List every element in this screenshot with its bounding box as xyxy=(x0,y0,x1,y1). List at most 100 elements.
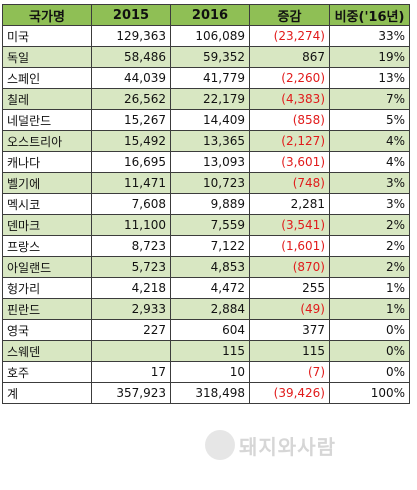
cell-2015: 17 xyxy=(91,361,171,383)
table-row: 덴마크 11,100 7,559 (3,541) 2% xyxy=(2,214,410,236)
cell-2015: 26,562 xyxy=(91,88,171,110)
cell-change: (2,260) xyxy=(249,67,330,89)
table-row: 핀란드 2,933 2,884 (49) 1% xyxy=(2,298,410,320)
cell-2015: 11,471 xyxy=(91,172,171,194)
cell-share: 19% xyxy=(329,46,410,68)
cell-2015: 15,267 xyxy=(91,109,171,131)
cell-2015: 357,923 xyxy=(91,382,171,404)
cell-country: 미국 xyxy=(2,25,92,47)
cell-2015: 5,723 xyxy=(91,256,171,278)
cell-share: 33% xyxy=(329,25,410,47)
table-row: 호주 17 10 (7) 0% xyxy=(2,361,410,383)
cell-2015 xyxy=(91,340,171,362)
cell-2015: 227 xyxy=(91,319,171,341)
cell-share: 3% xyxy=(329,193,410,215)
cell-change: (49) xyxy=(249,298,330,320)
cell-share: 4% xyxy=(329,151,410,173)
table-row: 캐나다 16,695 13,093 (3,601) 4% xyxy=(2,151,410,173)
cell-change: (23,274) xyxy=(249,25,330,47)
cell-change: 377 xyxy=(249,319,330,341)
cell-share: 100% xyxy=(329,382,410,404)
cell-country: 아일랜드 xyxy=(2,256,92,278)
cell-country: 덴마크 xyxy=(2,214,92,236)
cell-country: 헝가리 xyxy=(2,277,92,299)
cell-2016: 318,498 xyxy=(170,382,250,404)
cell-country: 칠레 xyxy=(2,88,92,110)
cell-country: 캐나다 xyxy=(2,151,92,173)
cell-country: 스페인 xyxy=(2,67,92,89)
cell-country: 호주 xyxy=(2,361,92,383)
cell-change: (2,127) xyxy=(249,130,330,152)
cell-2016: 106,089 xyxy=(170,25,250,47)
cell-share: 0% xyxy=(329,340,410,362)
cell-2016: 14,409 xyxy=(170,109,250,131)
cell-2015: 11,100 xyxy=(91,214,171,236)
cell-country: 영국 xyxy=(2,319,92,341)
cell-share: 13% xyxy=(329,67,410,89)
cell-change: 867 xyxy=(249,46,330,68)
cell-share: 1% xyxy=(329,298,410,320)
cell-change: (870) xyxy=(249,256,330,278)
table-row: 헝가리 4,218 4,472 255 1% xyxy=(2,277,410,299)
cell-change: (7) xyxy=(249,361,330,383)
cell-share: 0% xyxy=(329,361,410,383)
cell-2015: 44,039 xyxy=(91,67,171,89)
table-row: 독일 58,486 59,352 867 19% xyxy=(2,46,410,68)
cell-change: (4,383) xyxy=(249,88,330,110)
cell-2016: 7,559 xyxy=(170,214,250,236)
cell-share: 2% xyxy=(329,235,410,257)
cell-change: (1,601) xyxy=(249,235,330,257)
cell-2016: 9,889 xyxy=(170,193,250,215)
table-row: 아일랜드 5,723 4,853 (870) 2% xyxy=(2,256,410,278)
cell-change: (858) xyxy=(249,109,330,131)
cell-2016: 13,365 xyxy=(170,130,250,152)
cell-share: 4% xyxy=(329,130,410,152)
cell-2015: 58,486 xyxy=(91,46,171,68)
table-row: 스페인 44,039 41,779 (2,260) 13% xyxy=(2,67,410,89)
header-2016: 2016 xyxy=(170,4,250,26)
cell-2016: 10 xyxy=(170,361,250,383)
cell-share: 5% xyxy=(329,109,410,131)
cell-2016: 41,779 xyxy=(170,67,250,89)
table-row: 영국 227 604 377 0% xyxy=(2,319,410,341)
table-body: 미국 129,363 106,089 (23,274) 33% 독일 58,486 59,35… xyxy=(2,25,410,404)
watermark-text: 돼지와사람 xyxy=(239,434,336,459)
watermark-logo-icon xyxy=(205,430,235,460)
cell-2015: 129,363 xyxy=(91,25,171,47)
cell-2016: 7,122 xyxy=(170,235,250,257)
cell-2016: 2,884 xyxy=(170,298,250,320)
cell-2015: 16,695 xyxy=(91,151,171,173)
header-share: 비중('16년) xyxy=(329,4,410,26)
pork-import-table: 국가명 2015 2016 증감 비중('16년) 미국 129,363 106,0… xyxy=(2,4,410,404)
table-row: 네덜란드 15,267 14,409 (858) 5% xyxy=(2,109,410,131)
table-row: 오스트리아 15,492 13,365 (2,127) 4% xyxy=(2,130,410,152)
cell-share: 3% xyxy=(329,172,410,194)
cell-country: 프랑스 xyxy=(2,235,92,257)
table-row: 벨기에 11,471 10,723 (748) 3% xyxy=(2,172,410,194)
cell-change: (3,541) xyxy=(249,214,330,236)
cell-2015: 4,218 xyxy=(91,277,171,299)
cell-change: (748) xyxy=(249,172,330,194)
header-2015: 2015 xyxy=(91,4,171,26)
table-row: 멕시코 7,608 9,889 2,281 3% xyxy=(2,193,410,215)
cell-share: 2% xyxy=(329,214,410,236)
cell-share: 0% xyxy=(329,319,410,341)
header-country: 국가명 xyxy=(2,4,92,26)
header-change: 증감 xyxy=(249,4,330,26)
cell-change: 2,281 xyxy=(249,193,330,215)
cell-country: 핀란드 xyxy=(2,298,92,320)
table-row: 스웨덴 115 115 0% xyxy=(2,340,410,362)
table-row: 미국 129,363 106,089 (23,274) 33% xyxy=(2,25,410,47)
cell-2015: 8,723 xyxy=(91,235,171,257)
table-row: 프랑스 8,723 7,122 (1,601) 2% xyxy=(2,235,410,257)
cell-2016: 10,723 xyxy=(170,172,250,194)
cell-2016: 59,352 xyxy=(170,46,250,68)
cell-country: 오스트리아 xyxy=(2,130,92,152)
cell-change: 255 xyxy=(249,277,330,299)
cell-country: 네덜란드 xyxy=(2,109,92,131)
cell-2016: 4,472 xyxy=(170,277,250,299)
cell-2015: 7,608 xyxy=(91,193,171,215)
cell-2016: 4,853 xyxy=(170,256,250,278)
table-row: 칠레 26,562 22,179 (4,383) 7% xyxy=(2,88,410,110)
cell-2016: 13,093 xyxy=(170,151,250,173)
